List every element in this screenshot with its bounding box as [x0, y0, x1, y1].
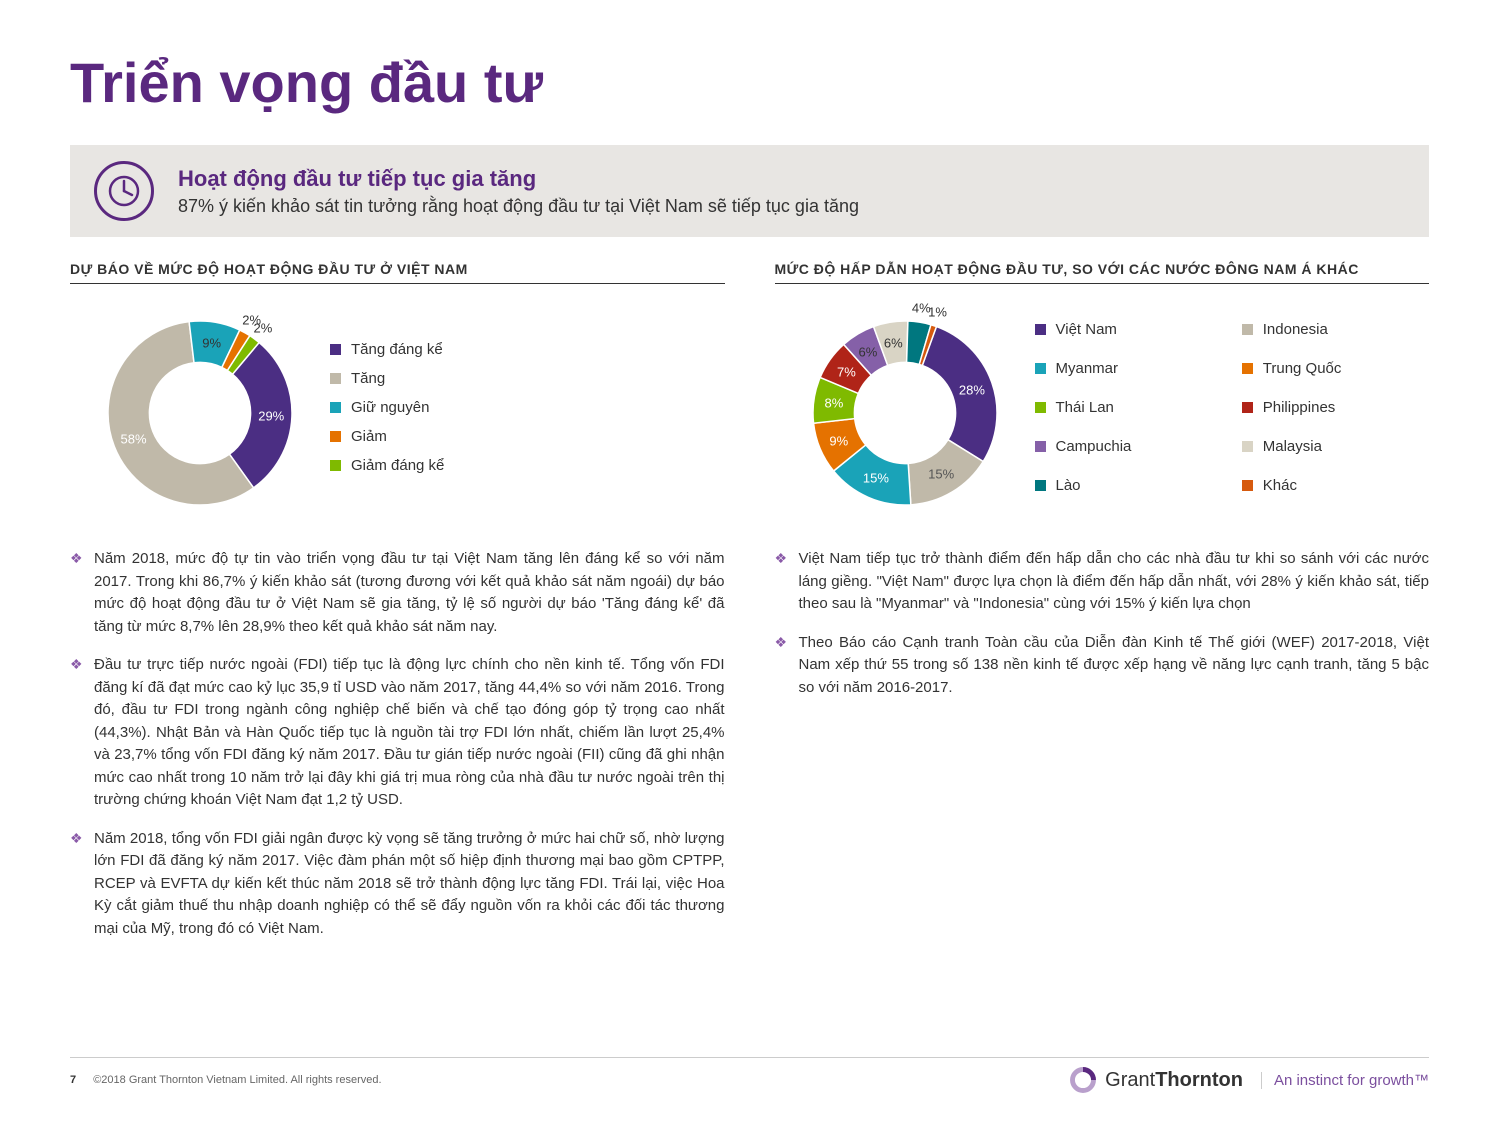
page-number: 7 [70, 1074, 76, 1086]
callout-sub: 87% ý kiến khảo sát tin tưởng rằng hoạt … [178, 196, 859, 217]
right-column: MỨC ĐỘ HẤP DẪN HOẠT ĐỘNG ĐẦU TƯ, SO VỚI … [775, 261, 1430, 956]
copyright-text: ©2018 Grant Thornton Vietnam Limited. Al… [93, 1074, 381, 1086]
legend-label: Campuchia [1056, 438, 1132, 455]
legend-item: Tăng đáng kể [330, 341, 725, 358]
legend-label: Giảm đáng kể [351, 457, 444, 474]
left-column: DỰ BÁO VỀ MỨC ĐỘ HOẠT ĐỘNG ĐẦU TƯ Ở VIỆT… [70, 261, 725, 956]
left-bullets: Năm 2018, mức độ tự tin vào triển vọng đ… [70, 548, 725, 940]
legend-label: Myanmar [1056, 360, 1119, 377]
legend-item: Giảm đáng kể [330, 457, 725, 474]
legend-item: Giữ nguyên [330, 399, 725, 416]
bullet-item: Đầu tư trực tiếp nước ngoài (FDI) tiếp t… [70, 654, 725, 812]
legend-label: Giảm [351, 428, 387, 445]
legend-item: Giảm [330, 428, 725, 445]
brand-ring-icon [1069, 1066, 1097, 1094]
legend-swatch [330, 344, 341, 355]
legend-item: Myanmar [1035, 360, 1222, 377]
right-bullets: Việt Nam tiếp tục trở thành điểm đến hấp… [775, 548, 1430, 699]
brand-name: GrantThornton [1105, 1069, 1243, 1092]
legend-item: Lào [1035, 477, 1222, 494]
legend-label: Tăng [351, 370, 385, 387]
legend-label: Tăng đáng kể [351, 341, 443, 358]
callout-banner: Hoạt động đầu tư tiếp tục gia tăng 87% ý… [70, 145, 1429, 237]
legend-item: Khác [1242, 477, 1429, 494]
clock-icon [94, 161, 154, 221]
legend-swatch [1242, 324, 1253, 335]
legend-swatch [330, 402, 341, 413]
callout-heading: Hoạt động đầu tư tiếp tục gia tăng [178, 166, 859, 192]
legend-swatch [330, 373, 341, 384]
legend-swatch [1242, 480, 1253, 491]
legend-label: Khác [1263, 477, 1297, 494]
right-section-title: MỨC ĐỘ HẤP DẪN HOẠT ĐỘNG ĐẦU TƯ, SO VỚI … [775, 261, 1430, 284]
legend-swatch [330, 431, 341, 442]
legend-swatch [1035, 324, 1046, 335]
legend-item: Thái Lan [1035, 399, 1222, 416]
legend-label: Việt Nam [1056, 321, 1117, 338]
legend-item: Việt Nam [1035, 321, 1222, 338]
footer: 7 ©2018 Grant Thornton Vietnam Limited. … [70, 1057, 1429, 1094]
legend-label: Malaysia [1263, 438, 1322, 455]
legend-label: Trung Quốc [1263, 360, 1342, 377]
legend-label: Giữ nguyên [351, 399, 429, 416]
legend-swatch [1035, 480, 1046, 491]
bullet-item: Năm 2018, mức độ tự tin vào triển vọng đ… [70, 548, 725, 638]
brand-tagline: An instinct for growth™ [1261, 1072, 1429, 1089]
legend-swatch [1242, 441, 1253, 452]
legend-item: Malaysia [1242, 438, 1429, 455]
legend-label: Thái Lan [1056, 399, 1114, 416]
legend-item: Trung Quốc [1242, 360, 1429, 377]
legend-label: Indonesia [1263, 321, 1328, 338]
bullet-item: Năm 2018, tổng vốn FDI giải ngân được kỳ… [70, 828, 725, 941]
bullet-item: Theo Báo cáo Cạnh tranh Toàn cầu của Diễ… [775, 632, 1430, 700]
right-donut-chart: 28%15%15%9%8%7%6%6%4%1% [775, 298, 1035, 528]
legend-swatch [330, 460, 341, 471]
legend-swatch [1035, 441, 1046, 452]
left-section-title: DỰ BÁO VỀ MỨC ĐỘ HOẠT ĐỘNG ĐẦU TƯ Ở VIỆT… [70, 261, 725, 284]
legend-swatch [1035, 363, 1046, 374]
legend-item: Indonesia [1242, 321, 1429, 338]
page-title: Triển vọng đầu tư [70, 50, 1429, 115]
legend-item: Tăng [330, 370, 725, 387]
bullet-item: Việt Nam tiếp tục trở thành điểm đến hấp… [775, 548, 1430, 616]
legend-swatch [1242, 402, 1253, 413]
right-legend: Việt Nam Indonesia Myanmar Trung Quốc Thái L… [1035, 321, 1430, 506]
left-donut-chart: 29%58%9%2%2% [70, 298, 330, 528]
legend-swatch [1035, 402, 1046, 413]
legend-item: Campuchia [1035, 438, 1222, 455]
legend-label: Philippines [1263, 399, 1336, 416]
footer-left: 7 ©2018 Grant Thornton Vietnam Limited. … [70, 1074, 382, 1086]
legend-swatch [1242, 363, 1253, 374]
legend-item: Philippines [1242, 399, 1429, 416]
legend-label: Lào [1056, 477, 1081, 494]
left-legend: Tăng đáng kể Tăng Giữ nguyên Giảm Giảm đáng … [330, 341, 725, 486]
brand-logo: GrantThornton An instinct for growth™ [1069, 1066, 1429, 1094]
